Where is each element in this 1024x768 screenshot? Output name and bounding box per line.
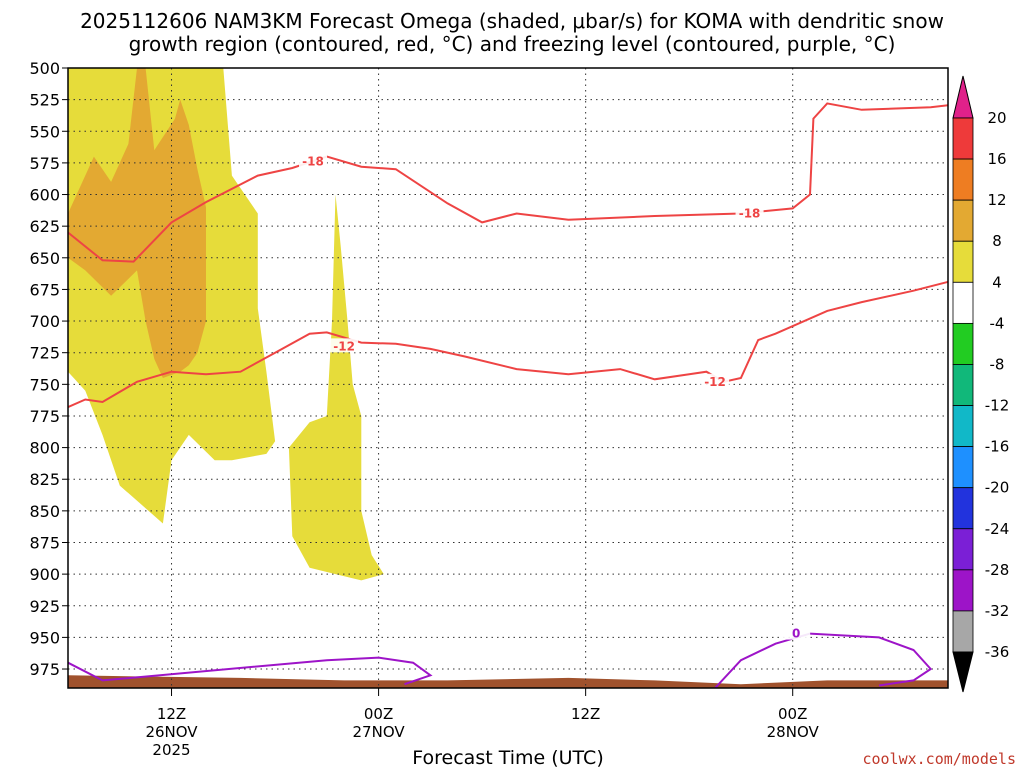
y-tick-label-4: 600 — [29, 186, 60, 205]
colorbar-swatch-0 — [952, 117, 974, 160]
y-tick-label-6: 650 — [29, 249, 60, 268]
contour-line-0 — [68, 102, 948, 263]
colorbar-label-10: -24 — [985, 520, 1010, 538]
contour-label-0: -18 — [302, 155, 324, 169]
colorbar-swatch-4 — [952, 281, 974, 324]
colorbar-swatch-7 — [952, 405, 974, 448]
y-tick-label-9: 725 — [29, 344, 60, 363]
terrain-fill — [68, 675, 948, 688]
terrain — [68, 675, 948, 688]
colorbar-label-9: -20 — [985, 479, 1010, 497]
colorbar-label-3: 8 — [992, 232, 1002, 250]
contours: -18 -18 -12 -12 0 — [68, 102, 948, 688]
y-tick-label-16: 900 — [29, 565, 60, 584]
contour-label-bg-2 — [330, 338, 359, 353]
y-tick-label-1: 525 — [29, 91, 60, 110]
y-tick-label-14: 850 — [29, 502, 60, 521]
contour-line-3 — [714, 632, 933, 688]
colorbar-swatch-10 — [952, 528, 974, 571]
colorbar-label-1: 16 — [987, 150, 1006, 168]
contour-label-bg-1 — [735, 205, 764, 220]
contour-line-1 — [68, 280, 948, 409]
contour-label-2: -12 — [333, 339, 355, 353]
x-tick-label-0-2: 2025 — [152, 741, 190, 759]
y-tick-label-11: 775 — [29, 407, 60, 426]
contour-label-3: -12 — [704, 375, 726, 389]
x-axis-title: Forecast Time (UTC) — [412, 747, 603, 768]
colorbar-label-11: -28 — [985, 561, 1010, 579]
colorbar-swatch-5 — [952, 322, 974, 365]
x-tick-label-0-1: 26NOV — [145, 723, 198, 741]
x-tick-label-3-0: 00Z — [778, 705, 807, 723]
colorbar-label-7: -12 — [985, 397, 1010, 415]
y-tick-label-15: 875 — [29, 533, 60, 552]
y-tick-label-5: 625 — [29, 217, 60, 236]
y-axis: 500 525 550 575 600 625 650 675 700 725 750 775 800 8… — [29, 59, 68, 679]
plot-area: -18 -18 -12 -12 0 — [68, 68, 948, 688]
credit-text: coolwx.com/models — [862, 750, 1016, 768]
y-tick-label-18: 950 — [29, 628, 60, 647]
colorbar-swatch-6 — [952, 364, 974, 406]
colorbar-label-5: -4 — [990, 314, 1005, 332]
x-tick-label-1-0: 00Z — [364, 705, 393, 723]
x-tick-label-2-0: 12Z — [571, 705, 600, 723]
y-tick-label-17: 925 — [29, 597, 60, 616]
y-tick-label-7: 675 — [29, 280, 60, 299]
grid — [68, 68, 948, 688]
colorbar-label-13: -36 — [985, 643, 1010, 661]
y-tick-label-13: 825 — [29, 470, 60, 489]
x-tick-label-0-0: 12Z — [157, 705, 186, 723]
y-tick-label-19: 975 — [29, 660, 60, 679]
y-tick-label-0: 500 — [29, 59, 60, 78]
contour-label-bg-3 — [701, 373, 730, 388]
y-tick-label-8: 700 — [29, 312, 60, 331]
colorbar-label-8: -16 — [985, 438, 1010, 456]
y-tick-label-2: 550 — [29, 122, 60, 141]
colorbar-swatch-1 — [952, 158, 974, 201]
contour-label-1: -18 — [739, 207, 761, 221]
colorbar-over-triangle — [952, 75, 974, 119]
colorbar-swatch-11 — [952, 569, 974, 612]
contour-label-bg-5 — [782, 625, 811, 640]
omega-region-1 — [288, 194, 384, 581]
y-tick-label-3: 575 — [29, 154, 60, 173]
colorbar-swatch-12 — [952, 610, 974, 653]
x-tick-label-1-1: 27NOV — [353, 723, 406, 741]
colorbar-label-0: 20 — [987, 109, 1006, 127]
colorbar-swatch-2 — [952, 199, 974, 242]
colorbar-swatch-8 — [952, 446, 974, 489]
y-tick-label-10: 750 — [29, 375, 60, 394]
colorbar-label-6: -8 — [990, 355, 1005, 373]
colorbar-under-triangle — [952, 651, 974, 693]
contour-line-2 — [68, 656, 433, 686]
x-tick-label-3-1: 28NOV — [767, 723, 820, 741]
colorbar-swatch-3 — [952, 240, 974, 283]
colorbar-label-2: 12 — [987, 191, 1006, 209]
colorbar-label-12: -32 — [985, 602, 1010, 620]
plot-frame — [67, 67, 949, 689]
chart-title-line1: 2025112606 NAM3KM Forecast Omega (shaded… — [80, 9, 944, 33]
chart-title-line2: growth region (contoured, red, °C) and f… — [129, 32, 896, 56]
colorbar: 20 16 12 8 4 -4 -8 -12 -16 -20 -24 -28 -32 -36 — [952, 75, 1010, 693]
colorbar-swatch-9 — [952, 487, 974, 530]
y-tick-label-12: 800 — [29, 439, 60, 458]
contour-label-5: 0 — [792, 627, 800, 641]
colorbar-label-4: 4 — [992, 273, 1002, 291]
contour-label-bg-0 — [299, 153, 328, 168]
